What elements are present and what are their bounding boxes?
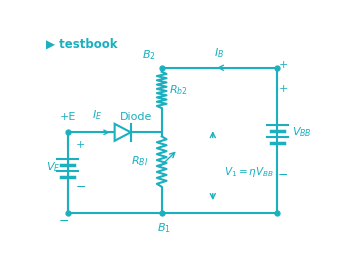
Text: $R_{b2}$: $R_{b2}$ [169,83,188,97]
Text: $V_E$: $V_E$ [45,160,60,173]
Text: +E: +E [59,112,76,122]
Text: $R_{BI}$: $R_{BI}$ [131,155,148,168]
Text: $V_1{=}\eta V_{BB}$: $V_1{=}\eta V_{BB}$ [223,165,273,179]
Text: −: − [58,215,69,228]
Text: +: + [279,84,288,94]
Text: −: − [278,169,288,182]
Text: $B_1$: $B_1$ [158,221,171,235]
Text: $B_2$: $B_2$ [142,48,156,62]
Text: −: − [75,181,86,194]
Text: Diode: Diode [120,112,152,122]
Text: +: + [76,140,85,150]
Text: ▶ testbook: ▶ testbook [46,37,118,51]
Text: $I_E$: $I_E$ [92,108,102,122]
Text: $V_{BB}$: $V_{BB}$ [292,125,312,139]
Text: +: + [279,60,288,70]
Text: $I_B$: $I_B$ [214,46,225,60]
